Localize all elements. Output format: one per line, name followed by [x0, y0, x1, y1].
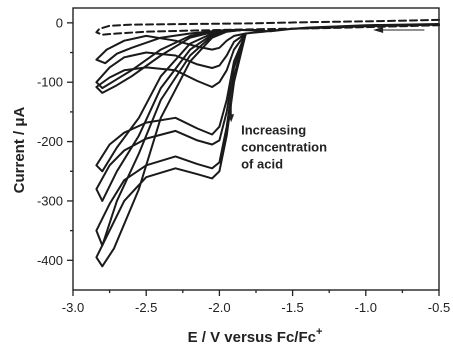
- series-layer: [95, 18, 440, 268]
- acid-annotation: Increasing concentration of acid: [228, 76, 327, 171]
- y-tick-label: -300: [37, 193, 63, 208]
- scan-arrow-head: [373, 26, 384, 33]
- annotation-line-3: of acid: [241, 156, 283, 171]
- scan-direction-arrow: [373, 26, 425, 33]
- y-axis-title: Current / μA: [11, 106, 28, 193]
- series-line-7: [95, 29, 247, 247]
- series-line-8: [95, 29, 247, 268]
- y-tick-label: -400: [37, 253, 63, 268]
- y-tick-label: -200: [37, 134, 63, 149]
- x-axis-title: E / V versus Fc/Fc+: [188, 326, 323, 346]
- series-line-4: [95, 29, 247, 94]
- annotation-line-1: Increasing: [241, 122, 306, 137]
- series-line-1: [95, 18, 440, 36]
- x-tick-label: -1.0: [355, 300, 377, 315]
- x-tick-label: -1.5: [281, 300, 303, 315]
- x-axis-title-text: E / V versus Fc/Fc: [188, 329, 316, 346]
- y-axis: 0 -100 -200 -300 -400: [37, 15, 73, 268]
- x-axis: -3.0 -2.5 -2.0 -1.5 -1.0 -0.5: [62, 290, 450, 315]
- x-tick-label: -2.5: [135, 300, 157, 315]
- x-axis-title-superscript: +: [316, 326, 322, 338]
- x-tick-label: -0.5: [428, 300, 450, 315]
- series-line-6: [95, 29, 247, 202]
- y-tick-label: 0: [56, 15, 63, 30]
- x-tick-label: -2.0: [208, 300, 230, 315]
- y-tick-label: -100: [37, 75, 63, 90]
- series-line-5: [95, 29, 247, 173]
- x-tick-label: -3.0: [62, 300, 84, 315]
- annotation-line-2: concentration: [241, 139, 327, 154]
- annotation-arrow-head: [228, 114, 235, 123]
